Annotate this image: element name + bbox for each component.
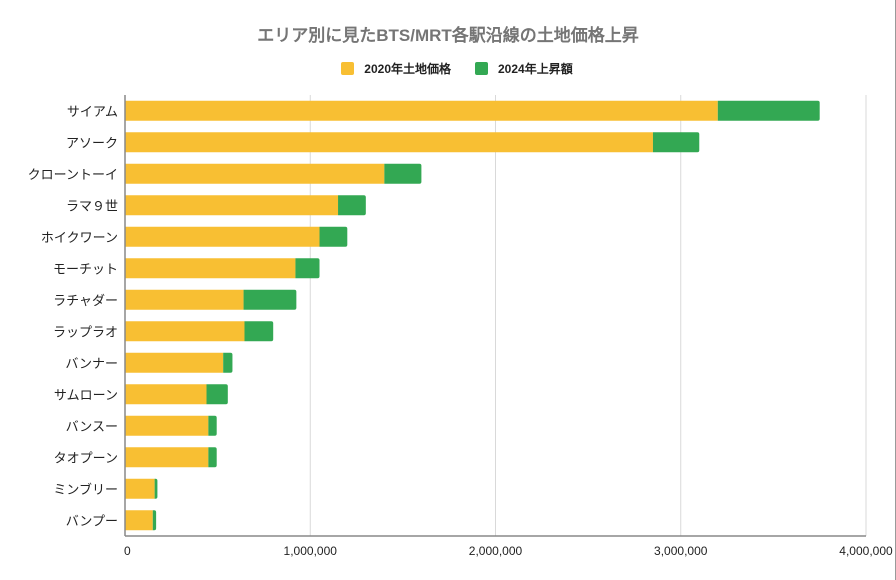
x-tick-label: 3,000,000 — [654, 544, 708, 558]
bar-2024-increase[interactable] — [206, 384, 228, 405]
legend-swatch-2024-increase — [475, 62, 488, 75]
category-label: バンプー — [66, 513, 118, 528]
category-label: アソーク — [66, 135, 118, 150]
category-label: サムローン — [54, 387, 118, 402]
category-label: クローントーイ — [28, 167, 118, 182]
bar-2024-increase[interactable] — [208, 415, 217, 436]
legend-item-2024-increase[interactable]: 2024年上昇額 — [475, 60, 573, 77]
category-label: バンスー — [66, 419, 118, 434]
bar-2024-increase[interactable] — [223, 352, 233, 373]
bar-2024-increase[interactable] — [244, 321, 274, 342]
chart-title: エリア別に見たBTS/MRT各駅沿線の土地価格上昇 — [257, 26, 639, 45]
x-tick-label: 2,000,000 — [469, 544, 523, 558]
legend-swatch-2020-price — [341, 62, 355, 75]
category-label: ラップラオ — [53, 324, 118, 339]
bar-2024-increase[interactable] — [152, 510, 157, 531]
bar-2020-price[interactable] — [125, 289, 244, 310]
x-tick-label: 4,000,000 — [839, 544, 893, 558]
category-label: タオプーン — [54, 450, 118, 465]
legend: 2020年土地価格 2024年上昇額 — [0, 60, 896, 77]
bar-2020-price[interactable] — [125, 447, 209, 468]
bar-2020-price[interactable] — [125, 100, 718, 121]
bar-2020-price[interactable] — [125, 321, 245, 342]
legend-item-2020-price[interactable]: 2020年土地価格 — [341, 60, 451, 77]
bar-2024-increase[interactable] — [319, 226, 348, 247]
bar-2020-price[interactable] — [125, 478, 155, 499]
bar-2020-price[interactable] — [125, 384, 207, 405]
bar-2020-price[interactable] — [125, 510, 153, 531]
x-tick-label: 0 — [124, 544, 131, 558]
category-label: ホイクワーン — [41, 230, 118, 245]
bar-2024-increase[interactable] — [717, 100, 820, 121]
category-label: バンナー — [65, 356, 118, 371]
category-label: ミンブリー — [53, 482, 118, 497]
bar-2020-price[interactable] — [125, 415, 209, 436]
bar-2020-price[interactable] — [125, 226, 320, 247]
bar-2020-price[interactable] — [125, 195, 339, 216]
bar-2024-increase[interactable] — [652, 132, 700, 153]
bar-2020-price[interactable] — [125, 163, 385, 184]
bar-2024-increase[interactable] — [295, 258, 320, 279]
bar-2024-increase[interactable] — [338, 195, 366, 216]
legend-label-2020-price: 2020年土地価格 — [364, 62, 451, 76]
category-label: ラマ９世 — [66, 198, 118, 213]
category-label: サイアム — [67, 104, 118, 119]
bar-2020-price[interactable] — [125, 132, 653, 153]
category-label: モーチット — [53, 261, 118, 276]
bar-2024-increase[interactable] — [154, 478, 158, 499]
category-label: ラチャダー — [53, 293, 118, 308]
legend-label-2024-increase: 2024年上昇額 — [498, 62, 573, 76]
bar-2020-price[interactable] — [125, 258, 296, 279]
bar-2024-increase[interactable] — [208, 447, 217, 468]
bar-2020-price[interactable] — [125, 352, 224, 373]
bar-2024-increase[interactable] — [243, 289, 297, 310]
x-tick-label: 1,000,000 — [284, 544, 338, 558]
bar-2024-increase[interactable] — [384, 163, 422, 184]
